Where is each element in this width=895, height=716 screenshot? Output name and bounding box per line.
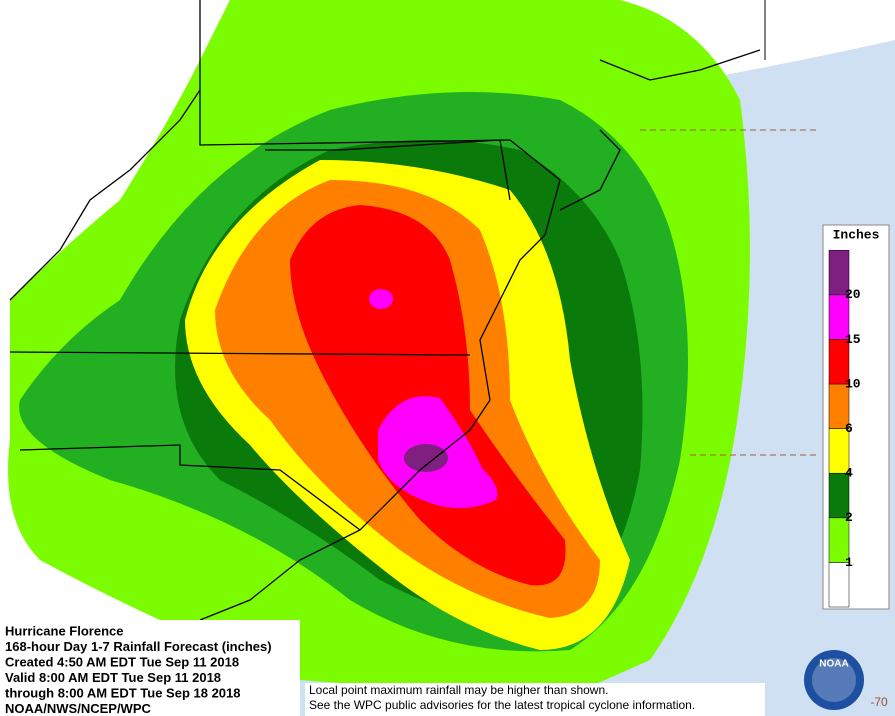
state-border [265,139,511,201]
note-line: See the WPC public advisories for the la… [309,698,695,712]
state-border [199,0,511,146]
state-border [19,444,361,531]
coastline [599,49,761,81]
logo [804,650,864,710]
state-border [9,351,471,356]
legend-tick-label: 15 [845,332,861,347]
legend-title: Inches [833,227,880,242]
info-line: Valid 8:00 AM EDT Tue Sep 11 2018 [5,670,221,685]
rain-band-magenta [369,289,393,309]
legend: Inches 1 2 4 6 10 15 20 [822,224,890,610]
legend-tick-label: 6 [845,421,853,436]
logo-text: NOAA [819,659,848,670]
rain-band-purple [404,444,448,472]
longitude-label: -70 [870,695,888,709]
legend-tick-label: 4 [845,466,853,481]
note-box [305,683,765,716]
coastline [199,139,561,621]
legend-tick-label: 20 [845,287,861,302]
legend-swatch [828,249,850,296]
info-line: NOAA/NWS/NCEP/WPC [5,701,152,716]
info-line: Created 4:50 AM EDT Tue Sep 11 2018 [5,654,239,669]
logo-ring [812,658,856,702]
legend-tick-label: 1 [845,555,853,570]
info-box [0,620,300,716]
info-line: 168-hour Day 1-7 Rainfall Forecast (inch… [5,639,272,654]
legend-tick-label: 10 [845,376,861,391]
state-border [9,89,201,301]
legend-tick-label: 2 [845,510,853,525]
note-line: Local point maximum rainfall may be high… [309,683,608,697]
coastline [559,129,621,211]
note-text: Local point maximum rainfall may be high… [309,683,695,712]
info-line: Hurricane Florence [5,623,124,638]
info-line: through 8:00 AM EDT Tue Sep 18 2018 [5,685,241,700]
